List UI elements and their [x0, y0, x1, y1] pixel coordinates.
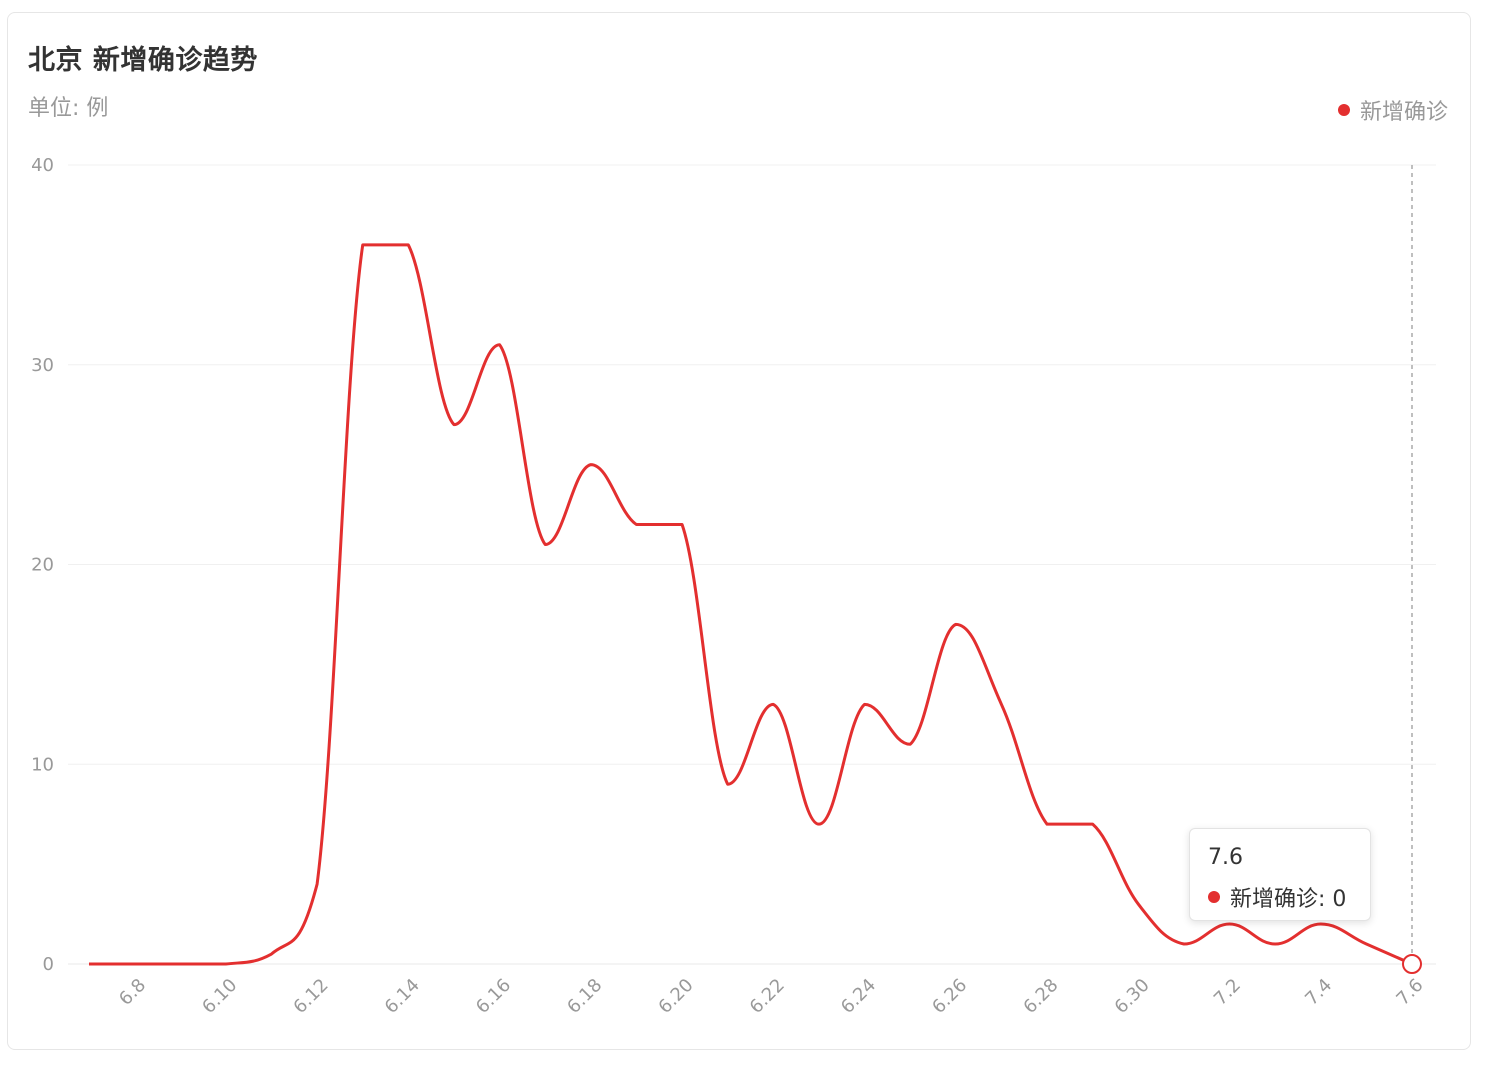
y-tick-label: 30: [31, 355, 54, 376]
x-tick-label: 6.26: [928, 975, 971, 1018]
unit-label: 单位: 例: [28, 96, 109, 121]
x-tick-label: 6.20: [654, 975, 697, 1018]
x-tick-label: 6.18: [563, 975, 606, 1018]
grid-lines: [68, 164, 1436, 965]
legend-label: 新增确诊: [1359, 100, 1448, 125]
legend-dot-icon: [1337, 104, 1350, 116]
x-tick-label: 7.2: [1210, 975, 1245, 1010]
x-tick-label: 6.24: [837, 975, 880, 1018]
chart-title: 北京 新增确诊趋势: [28, 45, 258, 76]
y-tick-label: 10: [31, 754, 54, 775]
tooltip: 7.6 新增确诊: 0: [1189, 828, 1371, 921]
y-tick-label: 40: [31, 155, 54, 176]
x-tick-label: 6.10: [198, 975, 241, 1018]
x-tick-label: 7.4: [1301, 975, 1336, 1010]
x-tick-label: 6.8: [115, 975, 150, 1010]
tooltip-title: 7.6: [1208, 845, 1243, 870]
x-tick-label: 6.30: [1111, 975, 1154, 1018]
x-tick-label: 6.22: [746, 975, 789, 1018]
hover-point: [1402, 954, 1422, 974]
y-tick-label: 0: [43, 954, 54, 975]
x-tick-label: 6.14: [381, 975, 424, 1018]
legend[interactable]: 新增确诊: [1337, 94, 1448, 126]
series-line-new-confirmed: [89, 243, 1413, 966]
x-tick-label: 6.12: [289, 975, 332, 1018]
y-axis-ticks: 0 10 20 30 40: [31, 155, 54, 975]
x-tick-label: 6.28: [1019, 975, 1062, 1018]
tooltip-dot-icon: [1208, 891, 1220, 903]
tooltip-value: 新增确诊: 0: [1230, 887, 1347, 912]
y-tick-label: 20: [31, 555, 54, 576]
x-tick-label: 6.16: [472, 975, 515, 1018]
tooltip-row: 新增确诊: 0: [1208, 881, 1346, 913]
x-tick-label: 7.6: [1392, 975, 1427, 1010]
x-axis-ticks: 6.8 6.10 6.12 6.14 6.16 6.18 6.20 6.22 6.24 6.26 6…: [115, 975, 1427, 1018]
